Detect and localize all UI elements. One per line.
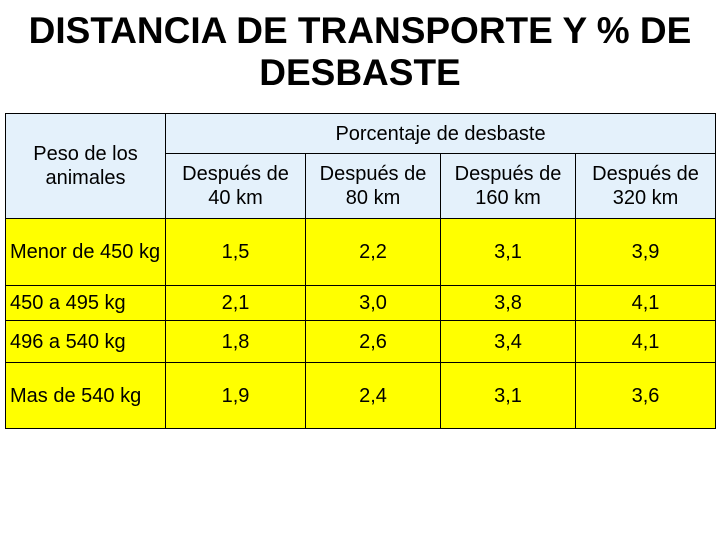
cell-value: 2,2: [305, 218, 441, 286]
cell-value: 3,1: [440, 218, 576, 286]
cell-value: 4,1: [574, 320, 717, 363]
cell-value: 3,4: [440, 320, 576, 363]
cell-value: 3,0: [305, 285, 441, 321]
group-header: Porcentaje de desbaste: [164, 113, 717, 154]
title: DISTANCIA DE TRANSPORTE Y % DE DESBASTE: [28, 10, 692, 93]
header-row: Después de 40 km Después de 80 km Después …: [6, 153, 717, 219]
cell-value: 1,9: [165, 362, 306, 429]
data-row: 496 a 540 kg 1,8 2,6 3,4 4,1: [5, 320, 717, 363]
column-header: Después de 160 km: [440, 153, 576, 219]
cell-value: 3,8: [440, 285, 576, 321]
row-label: Menor de 450 kg: [5, 218, 166, 286]
column-header: Después de 320 km: [574, 153, 717, 219]
data-row: Menor de 450 kg 1,5 2,2 3,1 3,9: [5, 218, 717, 286]
cell-value: 2,1: [165, 285, 306, 321]
cell-value: 4,1: [574, 285, 717, 321]
cell-value: 2,6: [305, 320, 441, 363]
column-header: Después de 80 km: [305, 153, 441, 219]
cell-value: 3,6: [574, 362, 717, 429]
header-row: Peso de los animales Porcentaje de desbas…: [5, 113, 717, 219]
row-label: 450 a 495 kg: [5, 285, 166, 321]
cell-value: 3,1: [440, 362, 576, 429]
row-label: 496 a 540 kg: [5, 320, 166, 363]
corner-header: Peso de los animales: [5, 113, 166, 219]
row-label: Mas de 540 kg: [5, 362, 166, 429]
column-header: Después de 40 km: [165, 153, 306, 219]
data-row: Mas de 540 kg 1,9 2,4 3,1 3,6: [5, 362, 717, 429]
cell-value: 1,5: [165, 218, 306, 286]
cell-value: 2,4: [305, 362, 441, 429]
data-row: 450 a 495 kg 2,1 3,0 3,8 4,1: [5, 285, 717, 321]
cell-value: 3,9: [574, 218, 717, 286]
table: Peso de los animales Porcentaje de desbas…: [5, 113, 717, 429]
cell-value: 1,8: [165, 320, 306, 363]
